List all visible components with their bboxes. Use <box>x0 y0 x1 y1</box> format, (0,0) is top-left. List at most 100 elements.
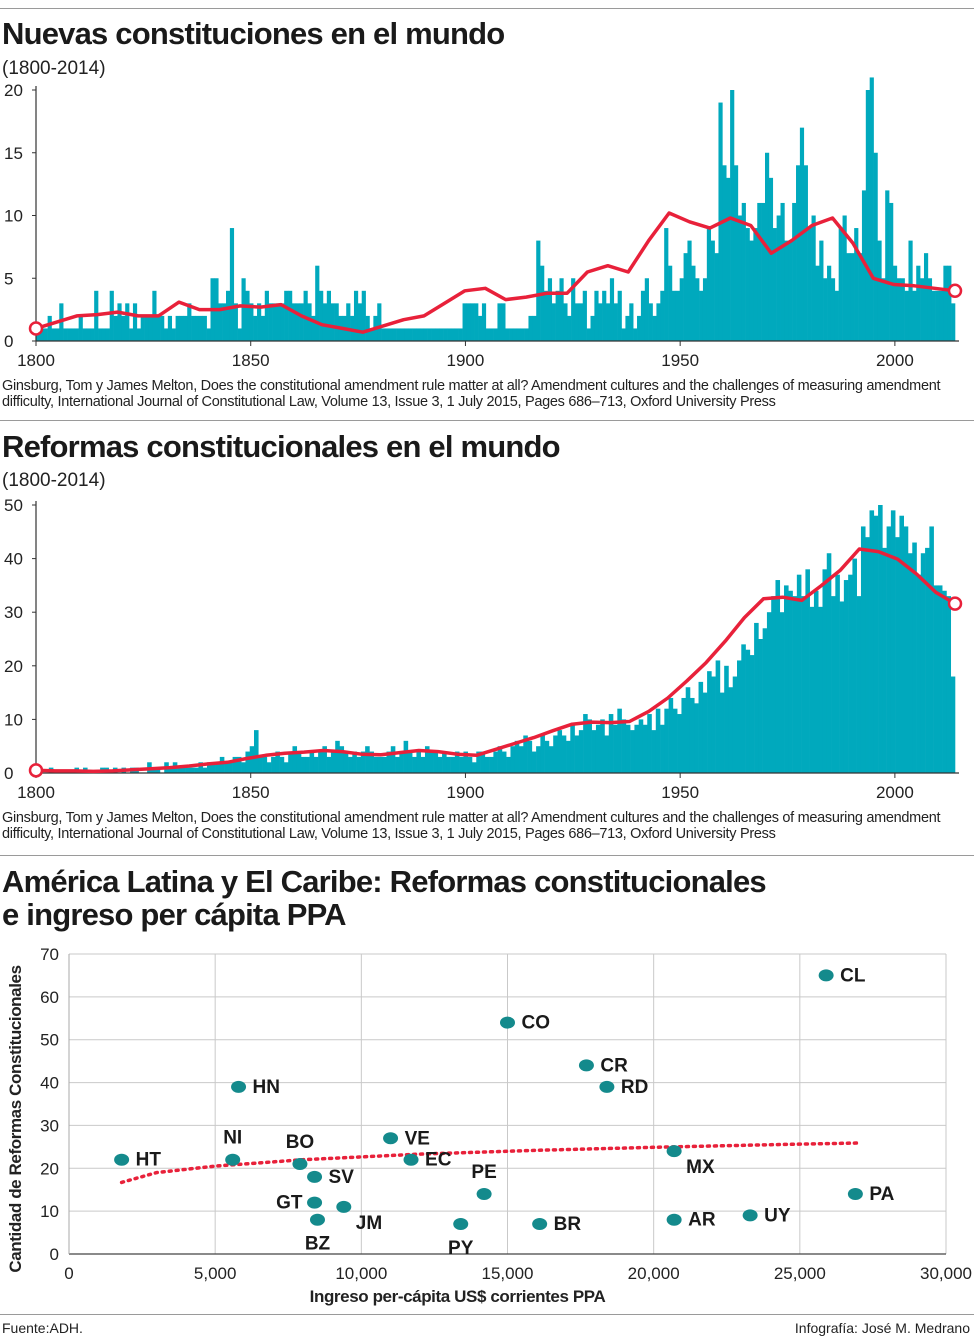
chart3-point-label: CR <box>600 1055 628 1076</box>
chart2-bar <box>886 526 892 773</box>
chart2-bar <box>587 719 592 773</box>
chart2-bar <box>574 735 580 773</box>
chart2-bar <box>330 751 336 773</box>
chart2-bar <box>484 756 490 773</box>
chart3-point <box>403 1153 419 1166</box>
chart1-bar <box>714 253 719 341</box>
chart3-point <box>599 1080 615 1093</box>
chart1-bar <box>350 315 355 341</box>
chart2-x-tick-label: 1900 <box>447 783 485 802</box>
chart1-bar <box>101 328 107 341</box>
chart1-bar <box>450 328 456 341</box>
chart1-bar <box>291 303 297 341</box>
chart2-bar <box>613 724 618 773</box>
chart2-bar <box>668 697 674 773</box>
chart1-subtitle: (1800-2014) <box>2 58 106 79</box>
chart2-bar <box>258 756 263 773</box>
chart2-bar <box>689 697 695 773</box>
chart2-bar <box>779 612 785 773</box>
chart1-bar <box>939 290 944 341</box>
chart1-bar <box>423 328 428 341</box>
chart1-bar <box>319 290 324 341</box>
chart1-bar <box>943 265 948 341</box>
chart1-bar <box>179 315 184 341</box>
chart1-bar <box>931 290 936 341</box>
chart1-bar <box>741 202 746 341</box>
chart2-bar <box>510 746 516 773</box>
chart2-bar <box>476 751 481 773</box>
chart1-bar <box>555 290 560 341</box>
chart2-bar <box>288 751 293 773</box>
chart3-point-label: GT <box>276 1193 303 1214</box>
chart1-bar <box>912 290 917 341</box>
chart2-bar <box>283 762 289 773</box>
chart2-bar <box>766 612 772 773</box>
chart1-bar <box>892 265 898 341</box>
chart1-bar <box>873 152 878 341</box>
chart2-bar <box>446 756 451 773</box>
chart2-bar <box>860 526 866 773</box>
chart2-bar <box>373 756 379 773</box>
chart1-bar <box>98 328 103 341</box>
chart2-bar <box>899 515 904 773</box>
chart1-bar <box>470 303 475 341</box>
chart1-bar <box>322 303 328 341</box>
chart1-bar <box>167 315 173 341</box>
chart1-bar <box>602 290 607 341</box>
chart2-bar <box>801 596 806 773</box>
chart2-bar <box>873 515 879 773</box>
chart1-bar <box>827 265 832 341</box>
chart2-bar <box>591 730 597 773</box>
chart2-y-tick-label: 30 <box>4 603 23 622</box>
chart2-bar <box>912 542 917 773</box>
chart2-bar <box>189 767 195 773</box>
chart1-bar <box>361 290 366 341</box>
chart1-bar <box>288 290 293 341</box>
chart2-bar <box>232 756 238 773</box>
footer-rule <box>0 1314 974 1315</box>
chart1-bar <box>241 278 246 341</box>
chart3-point-label: SV <box>329 1167 355 1188</box>
chart1-bar <box>284 290 289 341</box>
chart1-bar <box>493 328 498 341</box>
chart3-point <box>847 1188 863 1200</box>
chart1-bar <box>586 328 591 341</box>
chart3-point <box>578 1059 594 1072</box>
chart1-bar <box>315 265 320 341</box>
chart3-point <box>500 1016 515 1029</box>
chart2-bar <box>493 751 498 773</box>
chart1-bar <box>633 328 638 341</box>
chart1-bar <box>447 328 452 341</box>
chart2-bar <box>271 756 276 773</box>
chart1-trend-start-marker <box>28 321 44 336</box>
chart1-bar <box>776 215 781 341</box>
chart2-bar <box>809 606 815 773</box>
chart3-point-label: NI <box>223 1128 242 1149</box>
chart2-bar <box>595 724 601 773</box>
chart1-bar <box>547 278 553 341</box>
chart3-y-tick-label: 10 <box>40 1202 59 1221</box>
chart2-bar <box>386 751 392 773</box>
chart1-y-tick-label: 20 <box>4 81 23 100</box>
chart1-bar <box>191 315 196 341</box>
chart2-bar <box>604 735 610 773</box>
chart3-point-label: EC <box>425 1150 452 1171</box>
chart1-bar <box>567 315 572 341</box>
chart1-bar <box>640 290 646 341</box>
chart3-x-tick-label: 0 <box>64 1264 73 1283</box>
chart1-bar <box>396 328 401 341</box>
chart2-bar <box>608 714 614 773</box>
chart2-bar <box>805 569 810 773</box>
chart1-bar <box>311 315 316 341</box>
chart3-x-tick-label: 5,000 <box>194 1264 237 1283</box>
chart2-bar <box>211 762 216 773</box>
chart2-x-tick-label: 1800 <box>17 783 55 802</box>
chart2-bar <box>557 730 563 773</box>
chart2-bar <box>818 606 823 773</box>
chart1-bar <box>218 303 223 341</box>
chart3-x-tick-label: 15,000 <box>482 1264 534 1283</box>
chart2-bar <box>638 719 644 773</box>
chart2-bar <box>681 697 687 773</box>
chart2-bar <box>279 756 285 773</box>
chart1-bar <box>923 253 929 341</box>
